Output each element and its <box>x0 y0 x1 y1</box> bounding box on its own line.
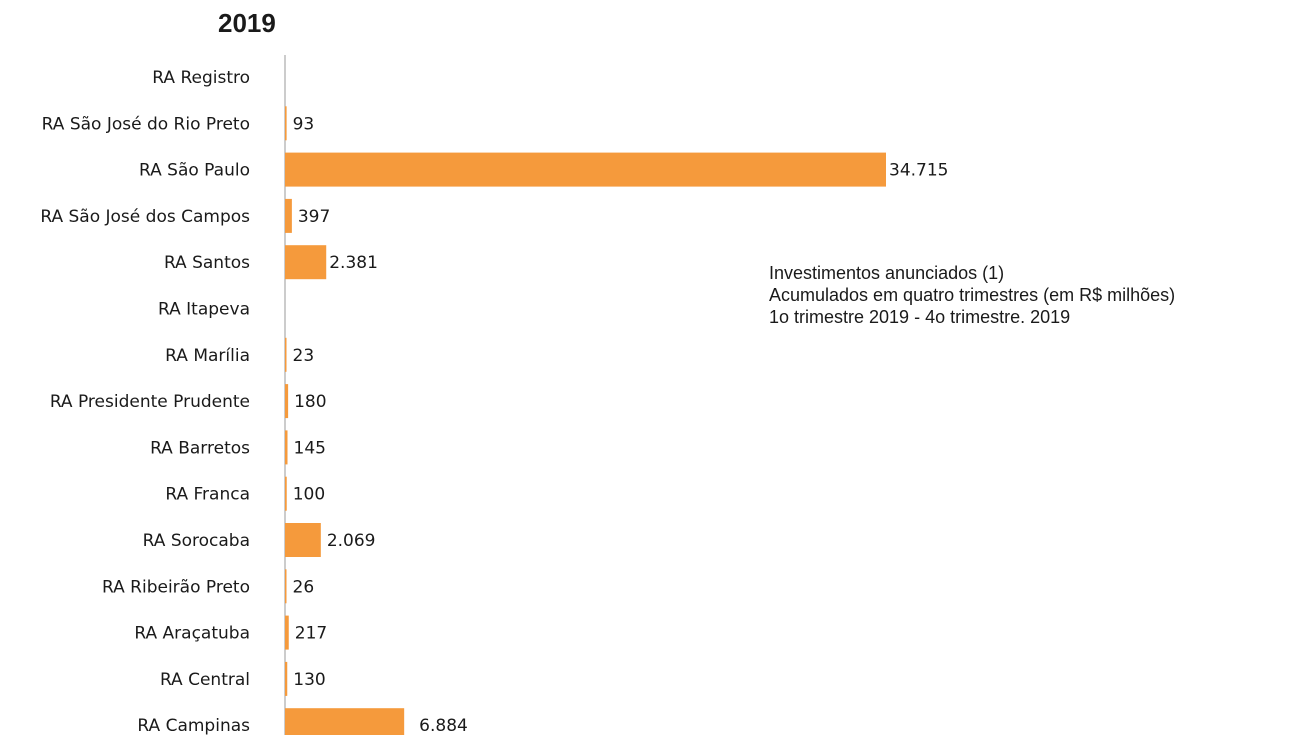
category-label: RA Ribeirão Preto <box>102 577 250 597</box>
category-label: RA Barretos <box>150 438 250 458</box>
data-label: 145 <box>294 438 326 458</box>
data-label: 2.069 <box>327 531 376 551</box>
bar <box>285 198 292 233</box>
bar <box>285 708 405 735</box>
data-label: 6.884 <box>419 716 468 735</box>
bar <box>285 615 289 650</box>
bar <box>285 337 287 372</box>
category-label: RA Registro <box>152 68 250 88</box>
data-label: 397 <box>298 207 330 227</box>
category-label: RA Itapeva <box>158 300 250 320</box>
category-label: RA Marília <box>165 346 250 366</box>
bar <box>285 569 287 604</box>
data-label: 23 <box>293 346 315 366</box>
category-label: RA São José do Rio Preto <box>42 114 250 134</box>
chart-title: 2019 <box>218 8 276 38</box>
bar <box>285 106 287 141</box>
category-label: RA São José dos Campos <box>40 207 250 227</box>
category-label: RA Presidente Prudente <box>50 392 250 412</box>
annotation-line-2: Acumulados em quatro trimestres (em R$ m… <box>769 285 1176 305</box>
data-label: 93 <box>293 114 315 134</box>
bar <box>285 476 287 511</box>
data-label: 2.381 <box>329 253 378 273</box>
category-label: RA Araçatuba <box>134 624 250 644</box>
category-label: RA São Paulo <box>139 161 250 181</box>
bar <box>285 245 327 280</box>
bar <box>285 523 321 557</box>
bar <box>285 152 886 187</box>
category-label: RA Sorocaba <box>143 531 250 551</box>
annotation-line-1: Investimentos anunciados (1) <box>769 263 1005 283</box>
data-label: 100 <box>293 485 325 505</box>
category-label: RA Central <box>160 670 250 690</box>
data-label: 130 <box>293 670 325 690</box>
bar <box>285 661 288 696</box>
bar <box>285 430 288 465</box>
category-label: RA Franca <box>165 485 250 505</box>
data-label: 26 <box>293 577 315 597</box>
data-label: 217 <box>295 624 327 644</box>
annotation-line-3: 1o trimestre 2019 - 4o trimestre. 2019 <box>769 307 1071 327</box>
chart-annotation: Investimentos anunciados (1) Acumulados … <box>769 262 1175 328</box>
data-label: 180 <box>294 392 326 412</box>
bar <box>285 384 289 419</box>
category-label: RA Campinas <box>137 716 250 735</box>
category-label: RA Santos <box>164 253 250 273</box>
data-label: 34.715 <box>889 161 948 181</box>
